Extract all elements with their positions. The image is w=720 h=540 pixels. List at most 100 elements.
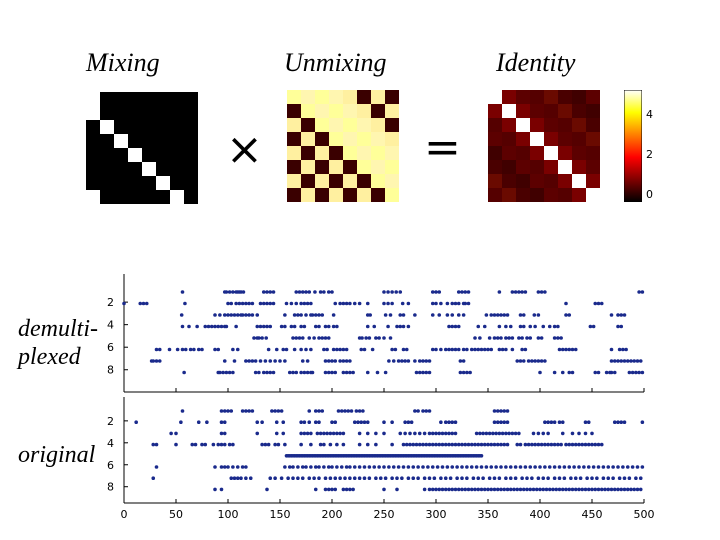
spike-point	[586, 465, 591, 469]
spike-point	[606, 476, 611, 481]
spike-point	[510, 336, 515, 340]
mixing-matrix-cell	[100, 176, 115, 191]
spike-point	[309, 431, 313, 436]
spike-point	[469, 465, 474, 469]
spike-point	[517, 290, 521, 294]
mixing-matrix-cell	[100, 190, 115, 204]
mixing-matrix-cell	[128, 176, 143, 191]
spike-point	[309, 442, 313, 447]
spike-point	[508, 465, 513, 469]
identity-matrix-cell	[516, 90, 531, 105]
spike-point	[398, 290, 403, 294]
spike-point	[317, 409, 321, 413]
spike-point	[471, 476, 476, 481]
spike-point	[368, 313, 372, 317]
spike-point	[450, 420, 455, 425]
spike-point	[460, 487, 464, 492]
spike-point	[443, 476, 448, 481]
spike-point	[240, 313, 245, 317]
spike-point	[349, 409, 354, 413]
spike-point	[591, 324, 596, 329]
spike-point	[304, 347, 308, 352]
spike-point	[474, 465, 479, 469]
unmixing-matrix-cell	[343, 146, 358, 161]
spike-point	[219, 487, 224, 492]
spike-point	[343, 409, 347, 413]
spike-point	[437, 442, 442, 447]
mixing-matrix-cell	[142, 92, 157, 107]
spike-point	[440, 442, 445, 447]
spike-point	[523, 442, 528, 447]
spike-point	[268, 324, 273, 329]
spike-point	[167, 347, 172, 352]
spike-point	[502, 409, 507, 413]
spike-point	[400, 301, 405, 306]
spike-point	[360, 336, 364, 340]
identity-matrix-cell	[586, 146, 600, 161]
identity-matrix-cell	[558, 160, 573, 175]
spike-point	[481, 476, 485, 481]
spike-point	[253, 370, 258, 375]
spike-point	[476, 324, 481, 329]
spike-point	[586, 420, 591, 425]
mixing-matrix-cell	[184, 162, 198, 177]
spike-point	[447, 420, 451, 425]
spike-point	[596, 301, 601, 306]
spike-point	[523, 290, 528, 294]
spike-point	[495, 420, 500, 425]
spike-point	[382, 487, 386, 492]
spike-point	[560, 420, 565, 425]
spike-point	[352, 465, 357, 469]
identity-matrix-cell	[516, 118, 531, 133]
identity-matrix-cell	[530, 146, 545, 161]
spike-point	[274, 347, 279, 352]
spike-point	[473, 336, 477, 340]
spike-point	[621, 347, 625, 352]
spike-point	[504, 476, 508, 481]
spike-point	[341, 442, 346, 447]
spike-point	[447, 347, 451, 352]
spike-point	[383, 370, 388, 375]
x-tick-label: 100	[218, 508, 239, 521]
unmixing-matrix-cell	[357, 132, 372, 147]
spike-point	[611, 476, 615, 481]
spike-point	[455, 465, 459, 469]
spike-point	[304, 290, 308, 294]
unmixing-matrix-cell	[315, 160, 330, 175]
spike-point	[445, 313, 450, 317]
spike-point	[510, 431, 515, 436]
spike-point	[460, 442, 464, 447]
spike-point	[240, 409, 245, 413]
spike-point	[495, 442, 500, 447]
spike-point	[390, 301, 394, 306]
spike-point	[417, 359, 422, 363]
spike-point	[273, 476, 277, 481]
spike-point	[513, 290, 518, 294]
unmixing-matrix-cell	[371, 160, 386, 175]
spike-point	[609, 487, 614, 492]
spike-point	[206, 324, 211, 329]
spike-point	[427, 487, 432, 492]
spike-point	[313, 487, 318, 492]
mixing-matrix-cell	[142, 134, 157, 149]
identity-matrix-cell	[544, 104, 559, 119]
unmixing-matrix-cell	[301, 146, 316, 161]
identity-matrix-cell	[558, 146, 573, 161]
spike-point	[213, 313, 217, 317]
spike-point	[473, 442, 477, 447]
spike-point	[325, 347, 329, 352]
spike-point	[302, 431, 307, 436]
mixing-matrix-cell	[114, 92, 129, 107]
spike-point	[318, 290, 323, 294]
spike-point	[494, 465, 498, 469]
spike-point	[333, 420, 338, 425]
spike-point	[458, 359, 463, 363]
spike-point	[629, 359, 633, 363]
spike-point	[318, 442, 323, 447]
spike-point	[344, 370, 349, 375]
identity-matrix-cell	[516, 104, 531, 119]
spike-point	[341, 359, 346, 363]
identity-matrix-cell	[516, 188, 531, 202]
spike-point	[299, 370, 303, 375]
spike-point	[276, 442, 281, 447]
